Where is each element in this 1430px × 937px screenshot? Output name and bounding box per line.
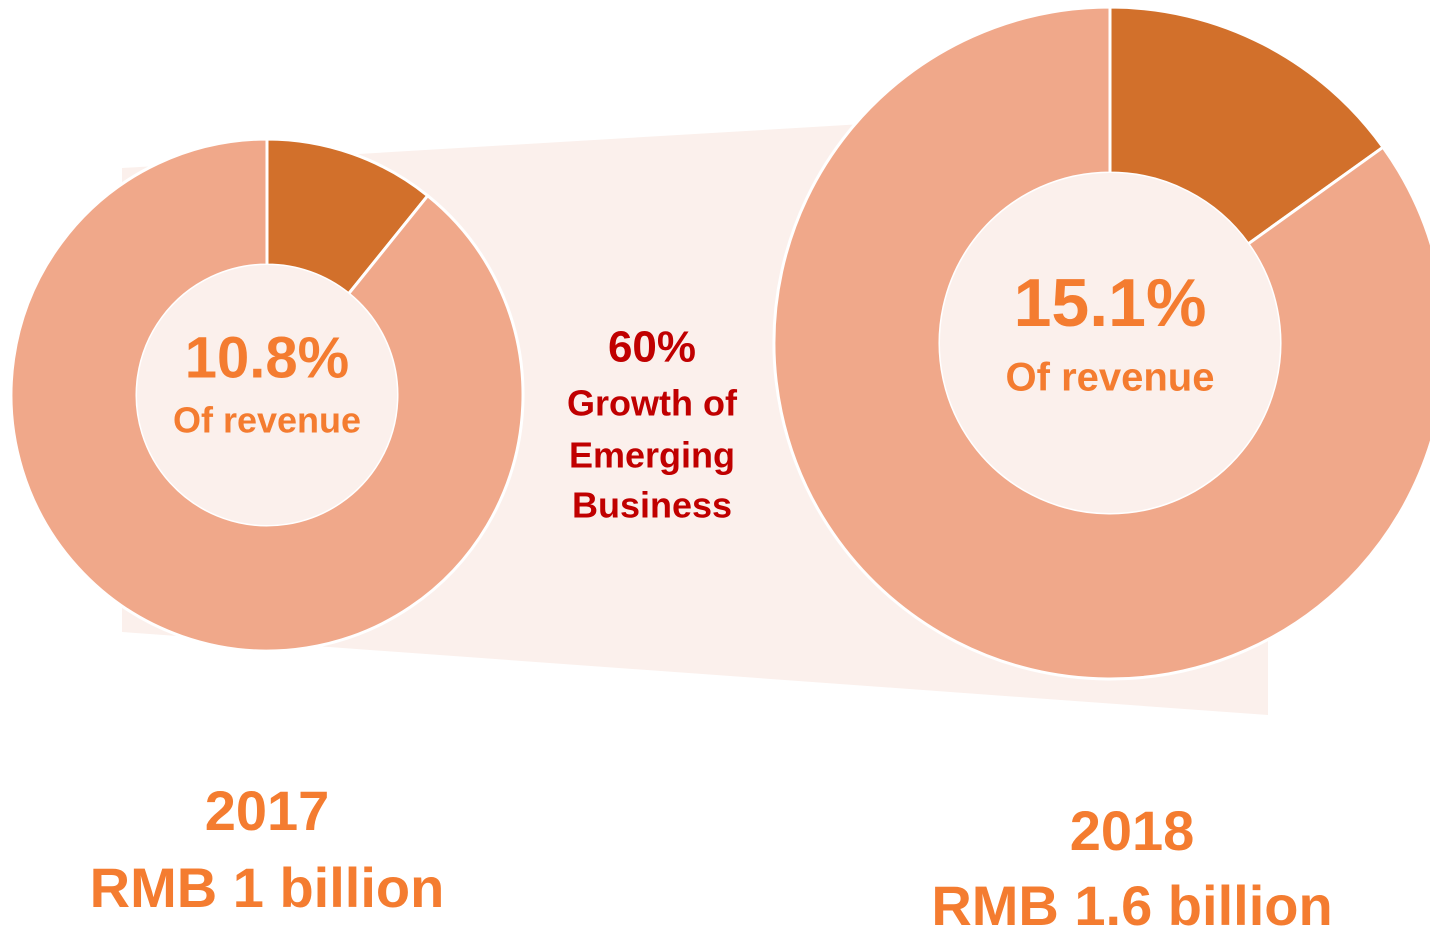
charts: 10.8% Of revenue 15.1% Of revenue bbox=[9, 5, 1430, 681]
growth-text: Growth of bbox=[567, 383, 738, 424]
donut-hole bbox=[137, 265, 397, 525]
chart-title: 2017 bbox=[205, 779, 330, 842]
growth-text: Business bbox=[572, 485, 732, 526]
chart-title: 2018 bbox=[1070, 799, 1195, 862]
center-label: Of revenue bbox=[173, 400, 361, 441]
growth-text: Emerging bbox=[569, 435, 735, 476]
center-value: 10.8% bbox=[185, 325, 349, 390]
donut-segment bbox=[1108, 5, 1386, 247]
center-label: Of revenue bbox=[1006, 356, 1215, 400]
donut-hole bbox=[940, 173, 1280, 513]
chart-subtitle: RMB 1.6 billion bbox=[931, 874, 1332, 937]
growth-value: 60% bbox=[608, 323, 696, 372]
chart-subtitle: RMB 1 billion bbox=[90, 856, 445, 919]
center-value: 15.1% bbox=[1014, 265, 1207, 341]
